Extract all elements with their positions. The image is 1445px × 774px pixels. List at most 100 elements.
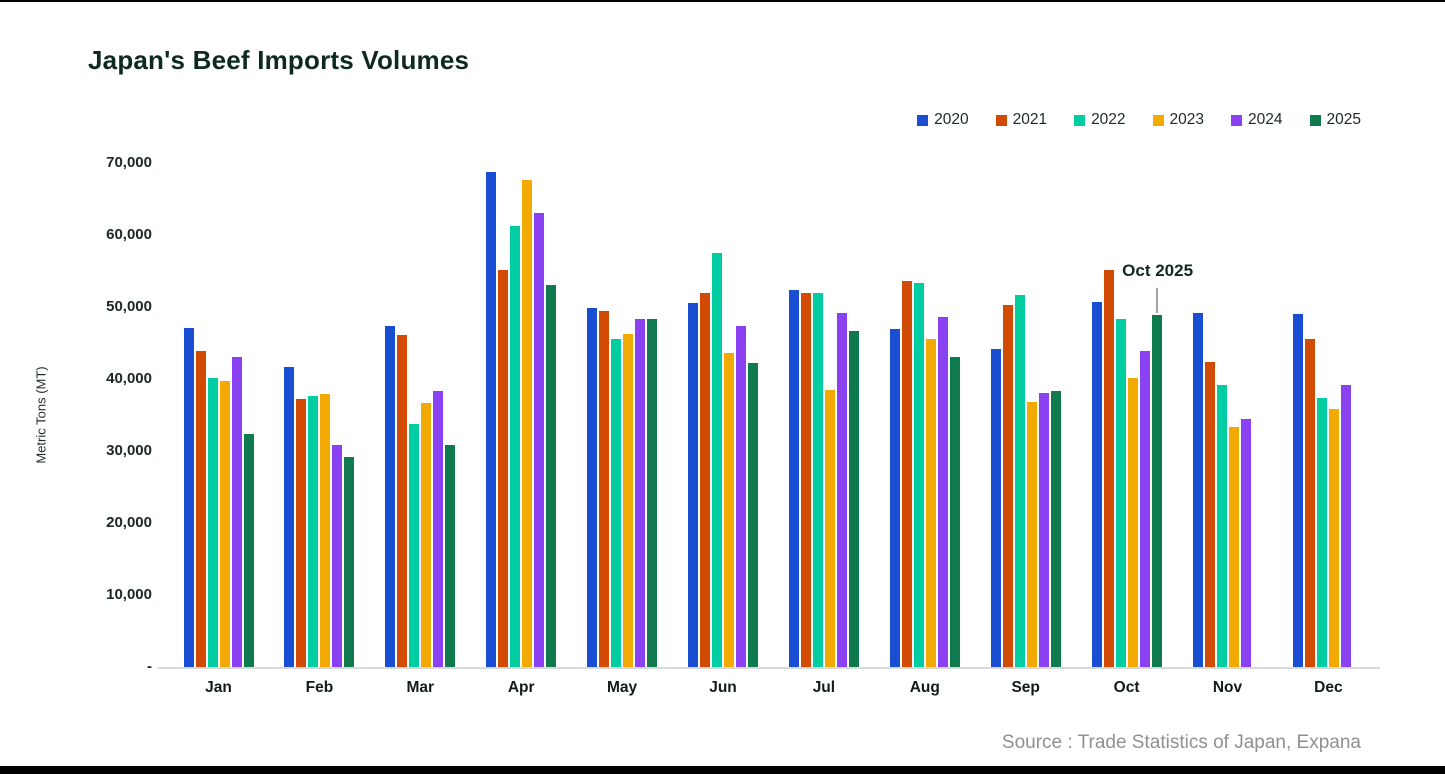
chart-title: Japan's Beef Imports Volumes [88,45,470,75]
legend-swatch-icon [917,114,929,126]
bar-group-feb [284,163,355,667]
bar-2021-jul [800,293,811,667]
bar-group-nov [1192,163,1263,667]
bar-2024-sep [1038,393,1049,667]
bar-2021-oct [1103,270,1114,667]
bar-2020-jul [788,289,799,667]
bar-2021-sep [1002,304,1013,667]
bar-2022-jan [207,378,218,667]
bar-2020-apr [486,171,497,667]
bar-2022-sep [1014,294,1025,667]
source-note: Source : Trade Statistics of Japan, Expa… [1001,732,1361,753]
bar-2024-aug [937,317,948,667]
bar-2023-jul [824,389,835,667]
bar-2020-aug [889,328,900,667]
x-axis-label-may: May [607,679,638,696]
bar-2024-nov [1240,418,1251,667]
bar-2022-feb [308,396,319,667]
bar-2024-feb [332,444,343,667]
x-axis-label-aug: Aug [909,679,940,696]
y-axis-title: Metric Tons (MT) [33,366,49,464]
bar-2020-oct [1091,301,1102,667]
legend-swatch-icon [995,114,1007,126]
bar-2023-apr [522,180,533,667]
bar-2024-oct [1139,350,1150,667]
bar-2020-sep [990,348,1001,667]
bar-2021-apr [498,270,509,667]
x-axis-label-sep: Sep [1011,679,1040,696]
bar-2020-mar [385,325,396,667]
bar-2024-apr [534,213,545,667]
bar-2025-jul [848,330,859,667]
legend-label: 2025 [1326,111,1361,128]
bar-2020-may [587,308,598,667]
bar-2023-oct [1127,377,1138,667]
x-axis-label-jun: Jun [709,679,737,696]
x-axis-label-mar: Mar [406,679,435,696]
bar-2022-aug [913,282,924,667]
legend-swatch-icon [1074,114,1086,126]
bar-2023-mar [421,403,432,667]
bar-2025-jan [243,433,254,667]
x-axis-label-oct: Oct [1113,679,1140,696]
bar-2023-nov [1228,427,1239,667]
legend-item-2024: 2024 [1231,111,1283,129]
bar-2022-jun [712,253,722,667]
legend-label: 2021 [1012,111,1048,128]
x-axis-label-jan: Jan [205,679,232,696]
bar-2025-aug [949,356,960,667]
bar-group-dec [1293,163,1363,667]
bar-2024-dec [1341,385,1352,667]
bar-2025-apr [546,285,557,667]
top-border-line [0,0,1445,2]
legend-item-2025: 2025 [1309,111,1361,129]
y-tick-label: 60,000 [106,226,152,243]
annotation-pointer-line [1155,288,1158,313]
bar-2021-feb [296,399,307,667]
bar-group-aug [889,163,960,667]
legend-item-2021: 2021 [995,111,1048,129]
bar-2021-jan [195,350,206,667]
legend-item-2022: 2022 [1074,111,1126,129]
y-tick-label: 20,000 [106,514,152,531]
bar-2024-mar [433,391,444,667]
legend-label: 2023 [1169,111,1205,128]
bar-2025-jun [748,363,758,667]
bar-2021-nov [1204,361,1215,667]
bar-2022-may [611,338,622,667]
bar-2025-may [647,319,658,667]
bar-2020-jan [183,327,194,667]
x-axis-label-jul: Jul [812,679,836,696]
bar-group-apr [486,163,557,667]
bar-2021-aug [901,281,912,667]
y-tick-label: 30,000 [106,442,152,459]
x-axis-label-apr: Apr [507,679,535,696]
bar-2025-oct [1151,314,1162,667]
bar-2024-jun [736,325,746,667]
bar-2020-jun [688,303,698,667]
y-tick-label: 70,000 [106,154,152,171]
legend-label: 2024 [1248,111,1283,128]
y-tick-label: 50,000 [106,298,152,315]
bar-2024-jan [231,356,242,667]
bar-2023-may [623,334,634,667]
bar-2022-oct [1115,319,1126,667]
bar-2020-nov [1192,313,1203,667]
bar-2023-aug [925,339,936,667]
bar-2021-dec [1305,339,1316,667]
legend-swatch-icon [1231,114,1243,126]
bar-2022-dec [1317,398,1328,667]
bar-2025-mar [445,445,456,667]
bar-2023-dec [1329,408,1340,667]
bar-2023-jun [724,353,734,667]
bar-group-may [587,163,658,667]
bar-2020-feb [284,366,295,667]
bar-2022-apr [510,225,521,667]
bar-2020-dec [1293,314,1304,667]
bar-2021-may [599,310,610,667]
bar-group-jan [183,163,254,667]
x-axis-label-feb: Feb [305,679,334,696]
bar-2022-nov [1216,384,1227,667]
bar-group-mar [385,163,456,667]
bar-group-sep [990,163,1061,667]
